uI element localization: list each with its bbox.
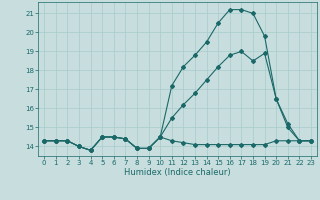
X-axis label: Humidex (Indice chaleur): Humidex (Indice chaleur) xyxy=(124,168,231,177)
